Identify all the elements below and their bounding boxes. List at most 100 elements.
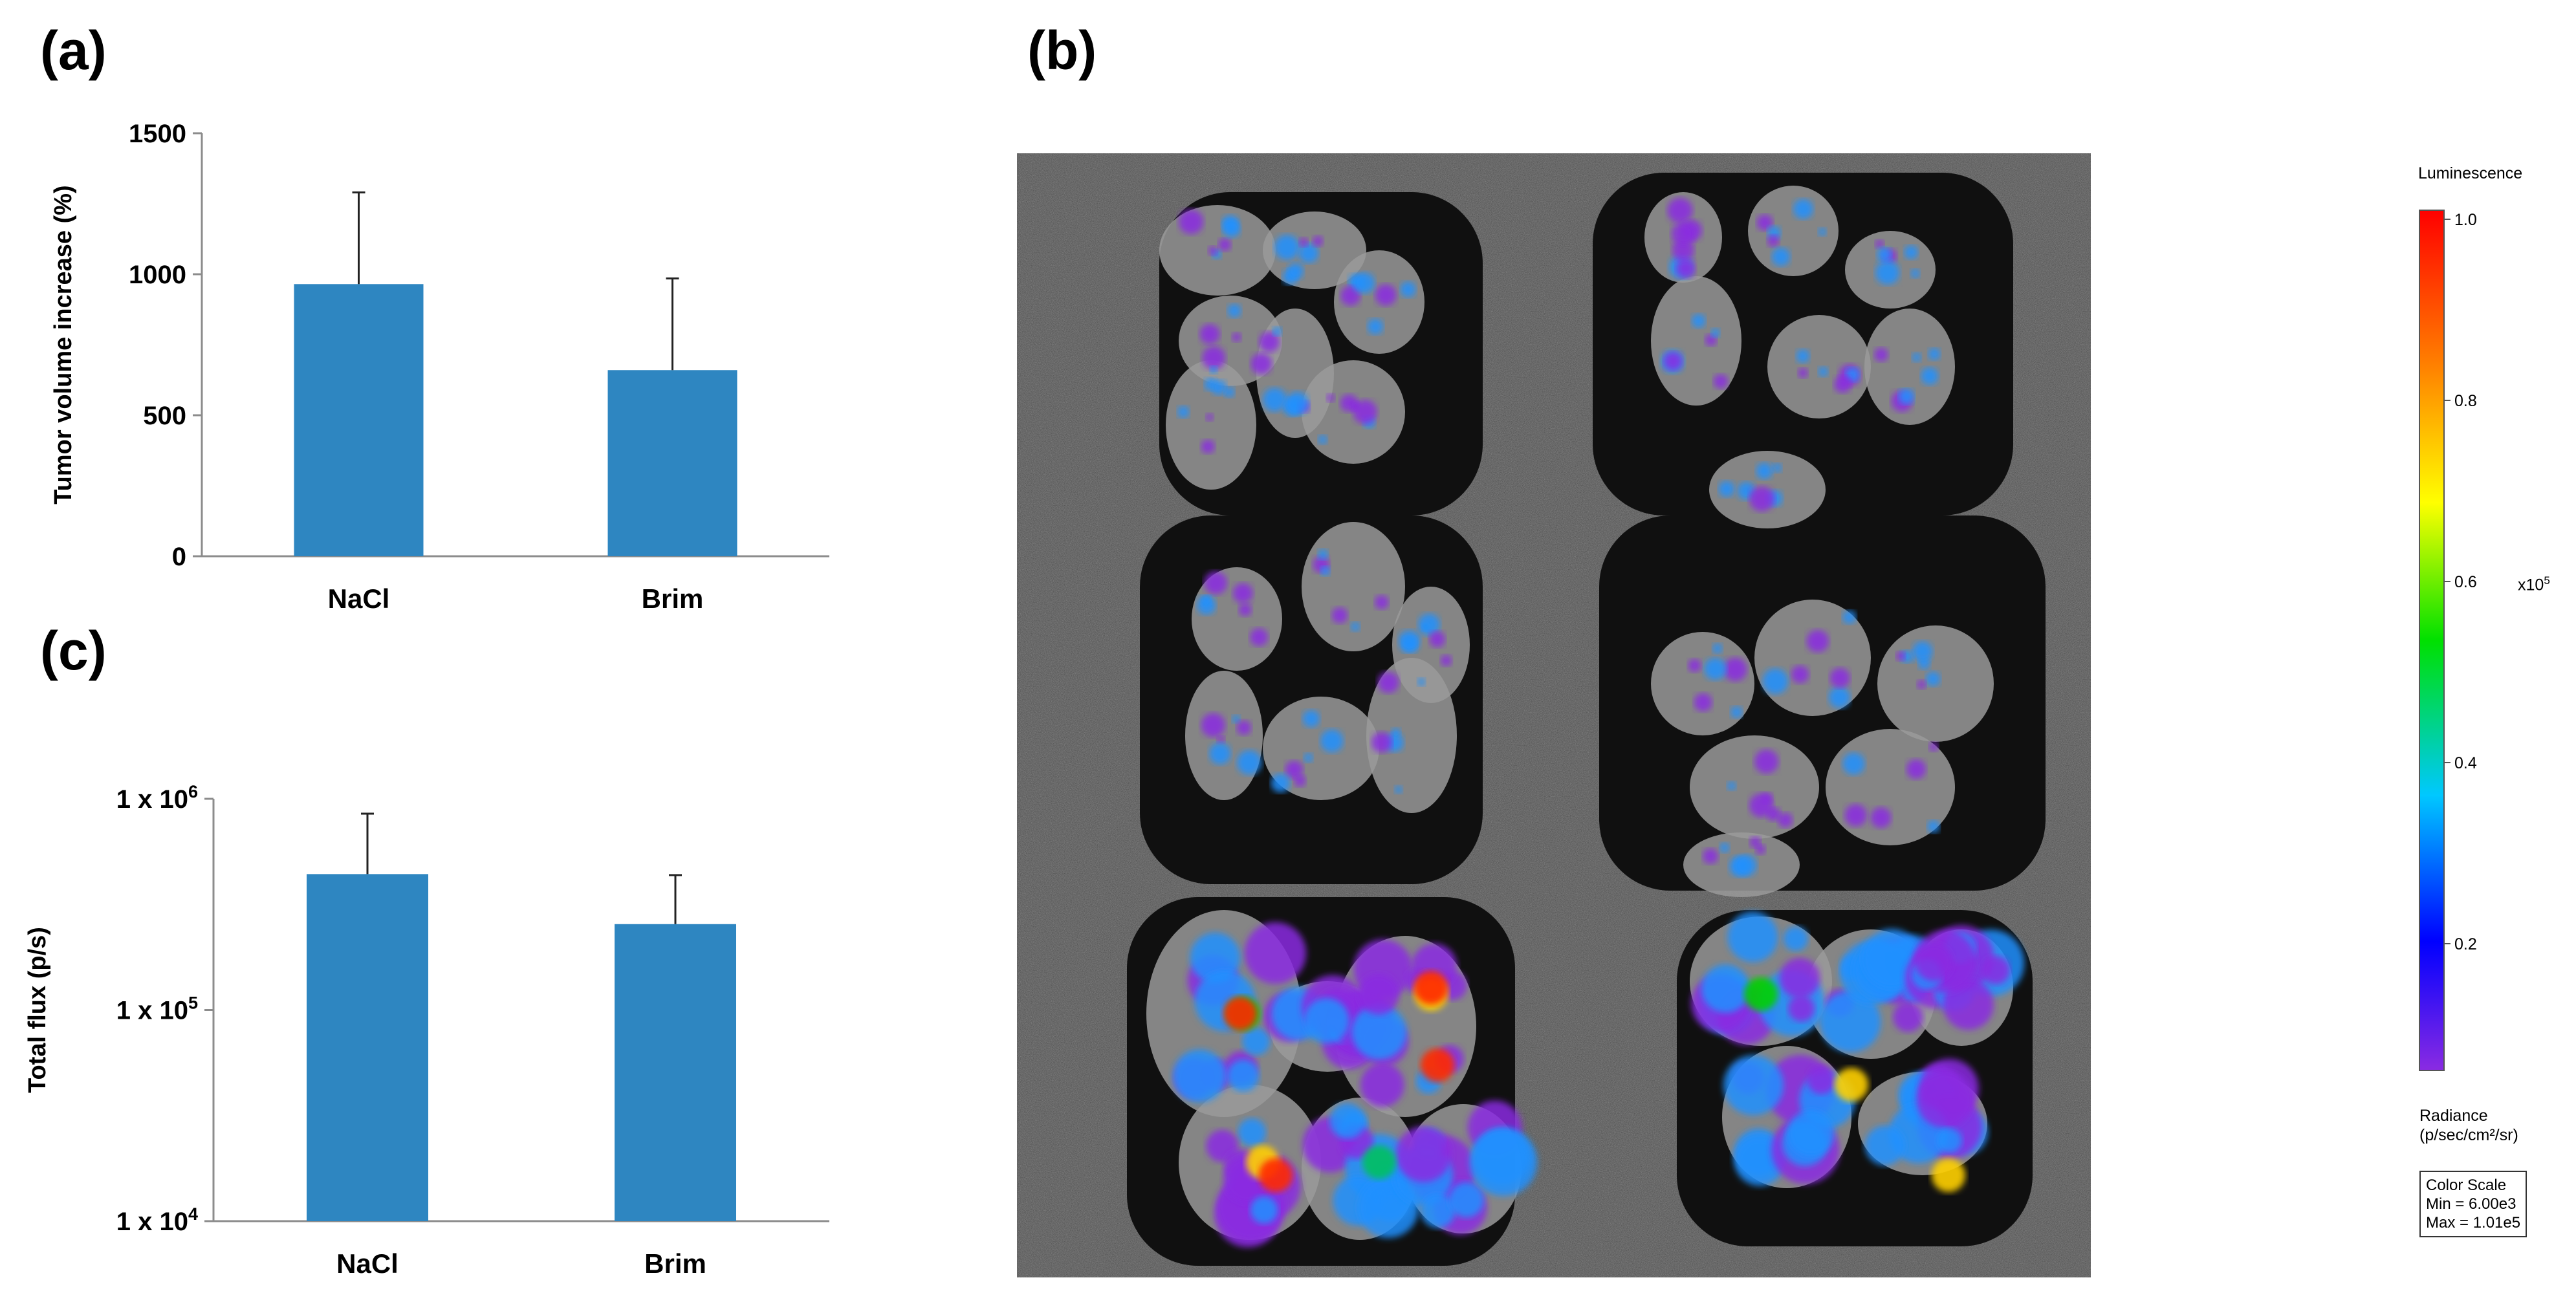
signal-spot bbox=[1912, 641, 1933, 662]
signal-spot bbox=[1190, 932, 1241, 983]
signal-spot bbox=[1201, 439, 1215, 454]
tissue-lobe bbox=[1690, 735, 1819, 839]
y-tick-label: 1 x 104 bbox=[116, 1204, 198, 1236]
signal-spot bbox=[1772, 463, 1782, 473]
signal-spot bbox=[1701, 964, 1750, 1013]
signal-spot bbox=[1299, 237, 1309, 247]
signal-spot bbox=[1469, 1128, 1538, 1197]
signal-hotspot bbox=[1421, 1048, 1454, 1082]
signal-spot bbox=[1712, 643, 1723, 654]
signal-spot bbox=[1713, 374, 1729, 389]
tissue-lobe bbox=[1651, 632, 1754, 735]
signal-spot bbox=[1928, 742, 1939, 752]
signal-spot bbox=[1202, 346, 1226, 370]
signal-hotspot bbox=[1414, 971, 1448, 1004]
signal-spot bbox=[1875, 260, 1900, 285]
tissue-lobe bbox=[1366, 658, 1457, 813]
signal-spot bbox=[1242, 1027, 1271, 1056]
signal-spot bbox=[1898, 388, 1915, 405]
colorbar-multiplier: x105 bbox=[2518, 574, 2550, 594]
signal-spot bbox=[1421, 623, 1430, 631]
signal-spot bbox=[1912, 353, 1922, 362]
tissue-lobe bbox=[1748, 186, 1839, 276]
signal-spot bbox=[1875, 239, 1884, 249]
signal-spot bbox=[1448, 1182, 1484, 1218]
signal-spot bbox=[1304, 753, 1313, 763]
signal-spot bbox=[1440, 655, 1452, 667]
signal-spot bbox=[1350, 622, 1360, 632]
signal-spot bbox=[1834, 375, 1851, 393]
signal-spot bbox=[1777, 812, 1793, 828]
signal-spot bbox=[1360, 1063, 1404, 1107]
signal-spot bbox=[1749, 836, 1762, 849]
signal-spot bbox=[1318, 549, 1329, 560]
signal-spot bbox=[1302, 710, 1320, 728]
colorbar-tick-label: 0.8 bbox=[2454, 392, 2477, 410]
signal-spot bbox=[1285, 761, 1304, 779]
signal-spot bbox=[1874, 347, 1888, 362]
signal-spot bbox=[1756, 214, 1773, 231]
signal-spot bbox=[1910, 268, 1920, 278]
signal-spot bbox=[1262, 387, 1287, 412]
signal-spot bbox=[1672, 239, 1694, 261]
y-tick-label: 1000 bbox=[129, 261, 186, 289]
signal-spot bbox=[1232, 332, 1241, 342]
bar-nacl bbox=[294, 284, 424, 556]
signal-spot bbox=[1201, 595, 1212, 606]
chart-c-total-flux: 1 x 104 1 x 105 1 x 106 NaCl Brim Total flux … bbox=[24, 782, 829, 1279]
signal-spot bbox=[1703, 848, 1719, 864]
signal-spot bbox=[1205, 413, 1214, 422]
signal-spot bbox=[1313, 235, 1324, 246]
signal-spot bbox=[1818, 227, 1827, 236]
colorbar-tick-label: 1.0 bbox=[2454, 211, 2477, 229]
signal-spot bbox=[1798, 367, 1808, 378]
signal-spot bbox=[1244, 922, 1307, 984]
signal-spot bbox=[1806, 629, 1829, 653]
signal-spot bbox=[1671, 222, 1696, 246]
signal-spot bbox=[1224, 386, 1235, 398]
panel-label-c: (c) bbox=[40, 620, 107, 681]
signal-spot bbox=[1704, 657, 1727, 680]
tissue-lobe bbox=[1651, 276, 1741, 406]
signal-spot bbox=[1735, 854, 1757, 876]
signal-spot bbox=[1663, 352, 1683, 371]
signal-hotspot bbox=[1362, 1145, 1396, 1179]
signal-spot bbox=[1793, 199, 1814, 219]
signal-spot bbox=[1259, 331, 1280, 353]
signal-spot bbox=[1916, 1071, 1973, 1129]
signal-spot bbox=[1914, 943, 1953, 982]
signal-hotspot bbox=[1835, 1068, 1868, 1101]
signal-hotspot bbox=[1932, 1158, 1965, 1192]
x-category-label: NaCl bbox=[328, 583, 390, 614]
signal-spot bbox=[1893, 1002, 1923, 1032]
tissue-lobe bbox=[1185, 671, 1263, 800]
signal-spot bbox=[1204, 571, 1228, 595]
signal-spot bbox=[1727, 781, 1736, 791]
signal-spot bbox=[1762, 668, 1789, 695]
signal-spot bbox=[1718, 481, 1735, 497]
signal-spot bbox=[1358, 973, 1399, 1015]
signal-hotspot bbox=[1744, 977, 1778, 1011]
colorbar-bar bbox=[2419, 210, 2445, 1071]
signal-spot bbox=[1928, 347, 1941, 360]
bar-nacl bbox=[307, 874, 428, 1221]
signal-spot bbox=[1250, 353, 1272, 374]
signal-spot bbox=[1227, 303, 1241, 318]
signal-spot bbox=[1877, 247, 1892, 263]
signal-spot bbox=[1318, 435, 1327, 444]
y-tick-label: 500 bbox=[143, 402, 186, 430]
signal-spot bbox=[1796, 349, 1810, 363]
signal-spot bbox=[1767, 235, 1780, 247]
signal-spot bbox=[1329, 1103, 1366, 1139]
signal-spot bbox=[1375, 284, 1397, 306]
signal-spot bbox=[1232, 715, 1241, 724]
signal-spot bbox=[1271, 773, 1291, 793]
signal-spot bbox=[1917, 680, 1927, 689]
signal-spot bbox=[1177, 406, 1190, 418]
signal-spot bbox=[1694, 693, 1712, 712]
signal-spot bbox=[1981, 956, 2010, 984]
signal-spot bbox=[1691, 314, 1706, 328]
signal-spot bbox=[1730, 706, 1743, 719]
signal-spot bbox=[1326, 393, 1335, 402]
signal-spot bbox=[1272, 327, 1282, 336]
